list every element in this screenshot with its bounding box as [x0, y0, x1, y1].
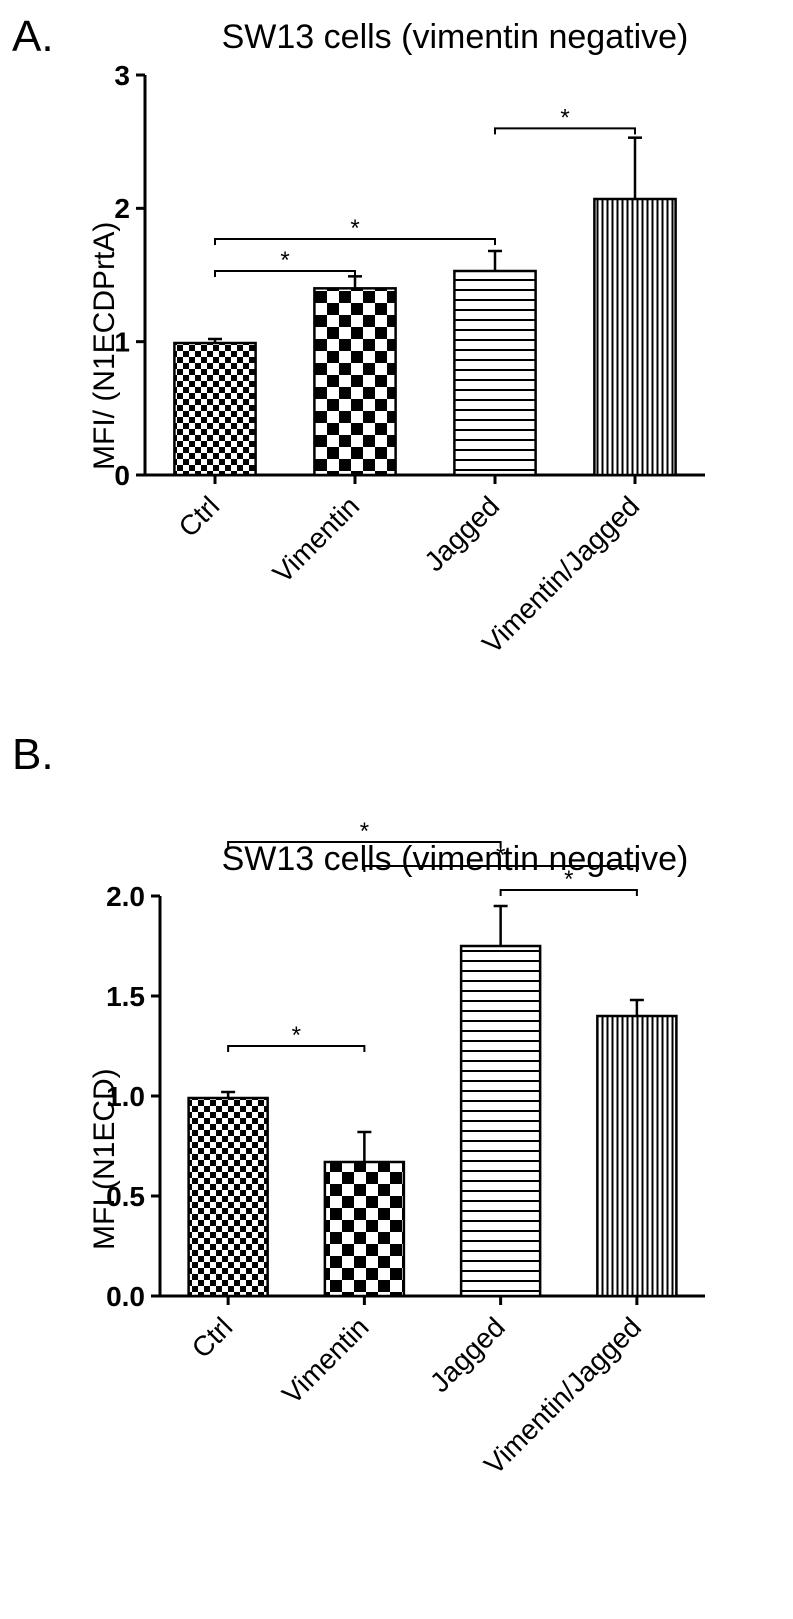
svg-text:2: 2	[114, 193, 130, 224]
svg-text:*: *	[560, 104, 569, 131]
svg-text:Ctrl: Ctrl	[173, 490, 226, 543]
panel-b-plot: 0.00.51.01.52.0CtrlVimentinJaggedVimenti…	[160, 896, 705, 1296]
svg-text:Ctrl: Ctrl	[186, 1311, 239, 1364]
svg-text:Vimentin: Vimentin	[276, 1311, 375, 1410]
figure-page: A. SW13 cells (vimentin negative) MFI/ (…	[0, 0, 793, 1619]
svg-text:1.0: 1.0	[106, 1081, 145, 1112]
panel-a-plot: 0123CtrlVimentinJaggedVimentin/Jagged***	[145, 75, 705, 475]
svg-text:Vimentin: Vimentin	[267, 490, 366, 589]
svg-text:Jagged: Jagged	[418, 490, 505, 577]
svg-text:3: 3	[114, 60, 130, 91]
svg-text:*: *	[280, 247, 289, 274]
svg-text:0.5: 0.5	[106, 1181, 145, 1212]
svg-text:*: *	[360, 818, 369, 845]
svg-text:2.0: 2.0	[106, 881, 145, 912]
svg-text:*: *	[564, 866, 573, 893]
panel-a-label: A.	[12, 12, 54, 62]
svg-text:0: 0	[114, 460, 130, 491]
svg-text:Jagged: Jagged	[424, 1311, 511, 1398]
panel-b-label: B.	[12, 730, 54, 780]
svg-text:0.0: 0.0	[106, 1281, 145, 1312]
svg-text:1.5: 1.5	[106, 981, 145, 1012]
svg-text:*: *	[292, 1022, 301, 1049]
svg-text:*: *	[350, 215, 359, 242]
svg-text:1: 1	[114, 326, 130, 357]
